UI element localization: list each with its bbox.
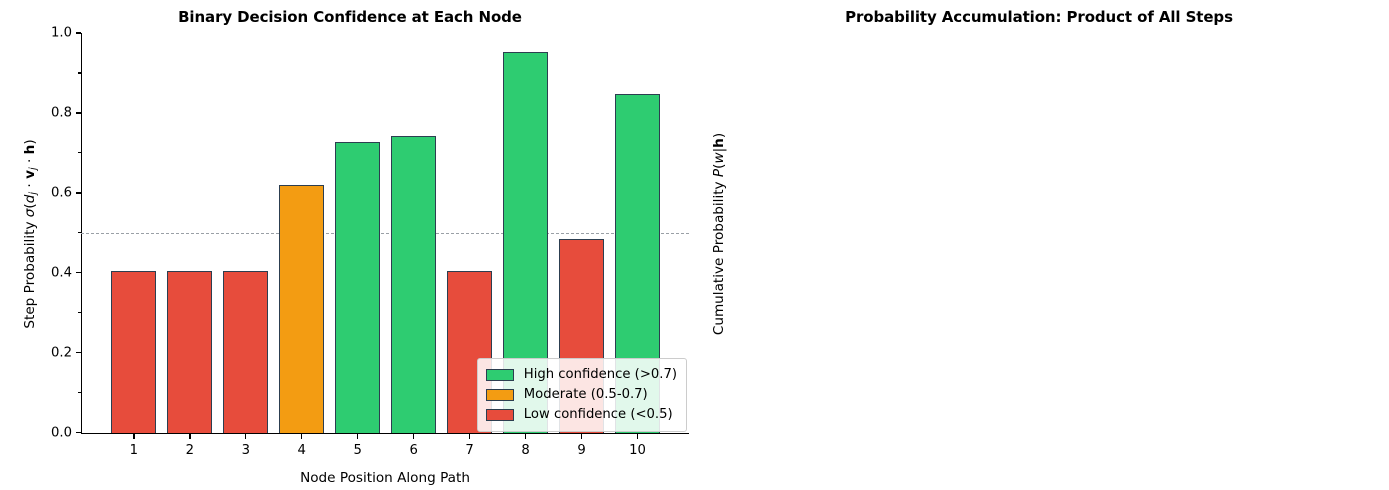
bar <box>447 270 493 433</box>
confidence-threshold-line <box>81 232 689 234</box>
x-tick-mark <box>245 434 247 439</box>
y-tick-mark <box>76 112 81 114</box>
y-tick-label: 1.0 <box>51 25 72 41</box>
legend-swatch <box>485 369 514 381</box>
x-tick-mark <box>468 434 471 439</box>
bar <box>111 270 157 433</box>
legend-label: High confidence (>0.7) <box>523 366 677 382</box>
y-tick-mark <box>76 32 81 34</box>
y-tick-minor <box>78 392 81 394</box>
y-tick-label: 0.6 <box>51 185 72 201</box>
legend-swatch <box>485 409 514 421</box>
left-y-axis-label: Step Probability σ(dj · vj · h) <box>22 138 40 329</box>
y-tick-mark <box>76 272 81 274</box>
x-tick-mark <box>580 434 583 439</box>
x-tick-label: 3 <box>241 443 250 458</box>
y-tick-label: 0.8 <box>51 105 72 121</box>
x-tick-label: 5 <box>353 443 362 458</box>
left-axis-bottom-spine <box>81 432 689 434</box>
legend-item: Low confidence (<0.5) <box>485 405 677 425</box>
x-tick-label: 7 <box>465 443 474 458</box>
x-tick-mark <box>636 434 639 439</box>
bar <box>391 135 437 433</box>
x-tick-mark <box>524 434 527 439</box>
bar <box>167 270 213 433</box>
bar <box>223 270 269 433</box>
y-tick-minor <box>78 72 81 74</box>
x-tick-label: 1 <box>129 443 139 458</box>
x-tick-label: 4 <box>297 443 306 458</box>
y-tick-mark <box>76 431 81 434</box>
x-tick-mark <box>357 434 359 439</box>
left-x-axis-label: Node Position Along Path <box>300 470 470 486</box>
legend-swatch <box>485 389 514 401</box>
right-y-axis-label: Cumulative Probability P(w|h) <box>711 132 727 335</box>
y-tick-mark <box>76 192 81 194</box>
x-tick-label: 9 <box>577 443 586 458</box>
legend-item: High confidence (>0.7) <box>485 365 677 385</box>
legend-label: Moderate (0.5-0.7) <box>523 386 648 402</box>
left-chart-panel: Binary Decision Confidence at Each Node … <box>22 8 689 486</box>
right-chart-panel: Probability Accumulation: Product of All… <box>689 0 1389 490</box>
y-tick-label: 0.2 <box>51 345 72 361</box>
left-plot-area: 0.0 0.2 0.4 0.6 0.8 1.0 1 2 3 4 5 6 7 8 9 10 High conf… <box>51 26 689 486</box>
x-tick-label: 8 <box>521 443 530 458</box>
bar <box>279 185 325 433</box>
bar <box>335 141 381 433</box>
y-tick-minor <box>78 152 81 154</box>
x-tick-label: 2 <box>185 443 195 458</box>
left-chart-title: Binary Decision Confidence at Each Node <box>178 8 522 26</box>
x-tick-label: 10 <box>629 443 646 458</box>
y-tick-minor <box>78 232 81 234</box>
legend-label: Low confidence (<0.5) <box>523 406 673 422</box>
x-tick-mark <box>301 434 303 439</box>
y-tick-mark <box>76 351 81 354</box>
legend-item: Moderate (0.5-0.7) <box>485 385 677 405</box>
y-tick-minor <box>78 312 81 314</box>
x-tick-mark <box>412 434 415 439</box>
y-tick-label: 0.0 <box>51 425 72 441</box>
y-tick-label: 0.4 <box>51 265 72 281</box>
right-chart-title: Probability Accumulation: Product of All… <box>845 8 1233 26</box>
x-tick-mark <box>133 434 135 439</box>
x-tick-mark <box>189 434 191 439</box>
x-tick-label: 6 <box>409 443 418 458</box>
left-chart-legend: High confidence (>0.7) Moderate (0.5-0.7)… <box>476 358 687 432</box>
